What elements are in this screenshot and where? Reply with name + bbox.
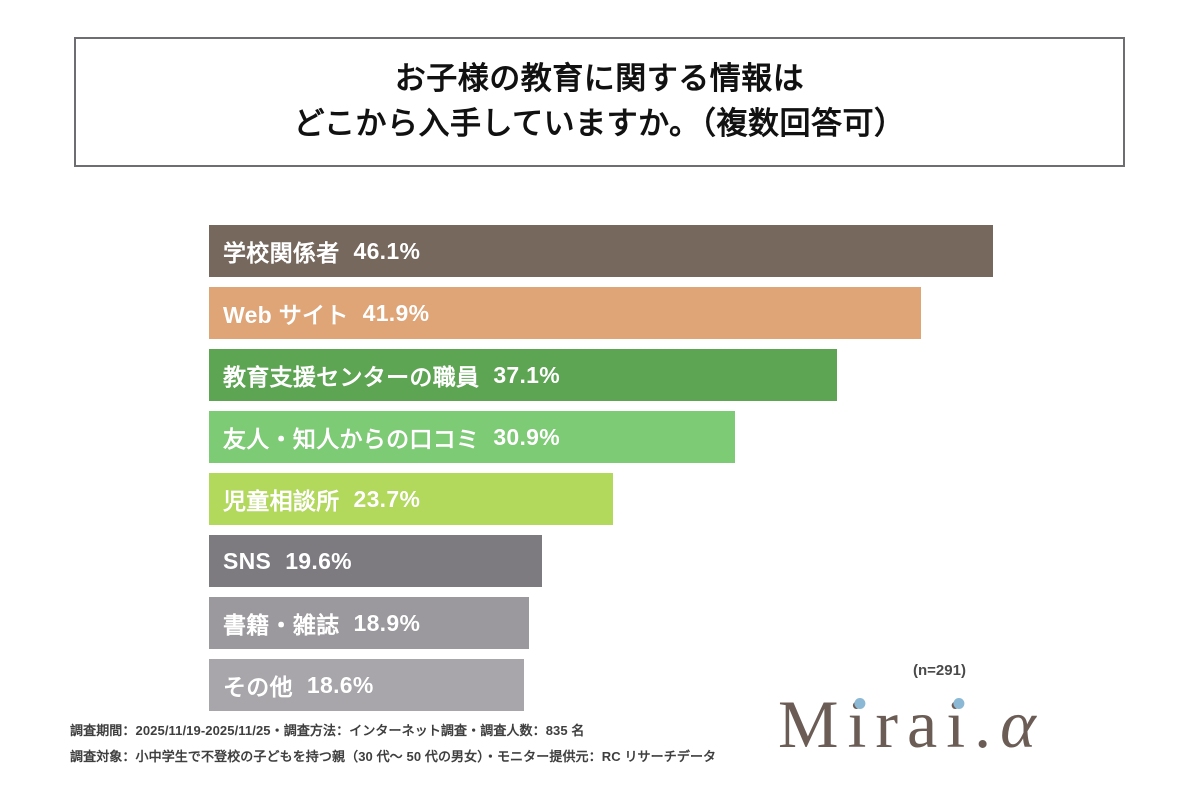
bar-category-label: 書籍・雑誌 bbox=[223, 612, 340, 638]
bar-8: その他 18.6% bbox=[209, 659, 524, 711]
footer-line-period: 調査期間：2025/11/19-2025/11/25・調査方法：インターネット調… bbox=[70, 723, 585, 738]
bar-row: SNS 19.6% bbox=[209, 535, 1009, 587]
survey-meta-footer: 調査期間：2025/11/19-2025/11/25・調査方法：インターネット調… bbox=[70, 718, 716, 770]
bar-category-label: Web サイト bbox=[223, 302, 349, 328]
bar-row: 友人・知人からの口コミ 30.9% bbox=[209, 411, 1009, 463]
logo-letter-i-1: i bbox=[847, 686, 876, 762]
bar-value-label: 18.9% bbox=[353, 609, 421, 636]
bar-chart: 学校関係者 46.1% Web サイト 41.9% 教育支援センターの職員 37.1% 友人… bbox=[209, 225, 1009, 721]
footer-line-target: 調査対象：小中学生で不登校の子どもを持つ親（30 代〜 50 代の男女）・モニタ… bbox=[70, 749, 717, 764]
bar-4: 友人・知人からの口コミ 30.9% bbox=[209, 411, 735, 463]
bar-value-label: 19.6% bbox=[285, 547, 352, 574]
bar-value-label: 46.1% bbox=[353, 237, 421, 264]
bar-row: 児童相談所 23.7% bbox=[209, 473, 1009, 525]
bar-value-label: 37.1% bbox=[493, 361, 561, 388]
logo-letter-i-2: i bbox=[946, 686, 975, 762]
bar-7: 書籍・雑誌 18.9% bbox=[209, 597, 529, 649]
bar-category-label: 友人・知人からの口コミ bbox=[223, 426, 480, 452]
bar-5: 児童相談所 23.7% bbox=[209, 473, 613, 525]
bar-value-label: 30.9% bbox=[493, 423, 561, 450]
bar-row: 学校関係者 46.1% bbox=[209, 225, 1009, 277]
page-title-line-2: どこから入手していますか。（複数回答可） bbox=[293, 106, 906, 141]
bar-category-label: 学校関係者 bbox=[223, 240, 340, 266]
sample-size-label: (n=291) bbox=[913, 662, 966, 679]
bar-3: 教育支援センターの職員 37.1% bbox=[209, 349, 837, 401]
bar-row: 書籍・雑誌 18.9% bbox=[209, 597, 1009, 649]
bar-row: 教育支援センターの職員 37.1% bbox=[209, 349, 1009, 401]
bar-row: Web サイト 41.9% bbox=[209, 287, 1009, 339]
title-box: お子様の教育に関する情報は どこから入手していますか。（複数回答可） bbox=[74, 37, 1125, 167]
bar-category-label: SNS bbox=[223, 547, 272, 574]
bar-2: Web サイト 41.9% bbox=[209, 287, 921, 339]
bar-row: その他 18.6% bbox=[209, 659, 1009, 711]
bar-value-label: 41.9% bbox=[362, 299, 430, 326]
logo-letter-a: a bbox=[907, 686, 947, 762]
bar-category-label: その他 bbox=[223, 674, 293, 700]
bar-1: 学校関係者 46.1% bbox=[209, 225, 993, 277]
logo-letter-r: r bbox=[875, 686, 908, 762]
page-title-line-1: お子様の教育に関する情報は bbox=[394, 61, 805, 97]
bar-6: SNS 19.6% bbox=[209, 535, 542, 587]
bar-value-label: 23.7% bbox=[353, 485, 421, 512]
bar-category-label: 児童相談所 bbox=[223, 488, 340, 514]
bar-category-label: 教育支援センターの職員 bbox=[223, 364, 480, 390]
logo-dot: . bbox=[974, 686, 1001, 762]
logo-letter-m: M bbox=[778, 686, 848, 762]
bar-value-label: 18.6% bbox=[306, 671, 374, 698]
logo-alpha-glyph: α bbox=[1000, 686, 1045, 762]
mirai-alpha-logo: Mirai.α bbox=[778, 690, 1045, 758]
